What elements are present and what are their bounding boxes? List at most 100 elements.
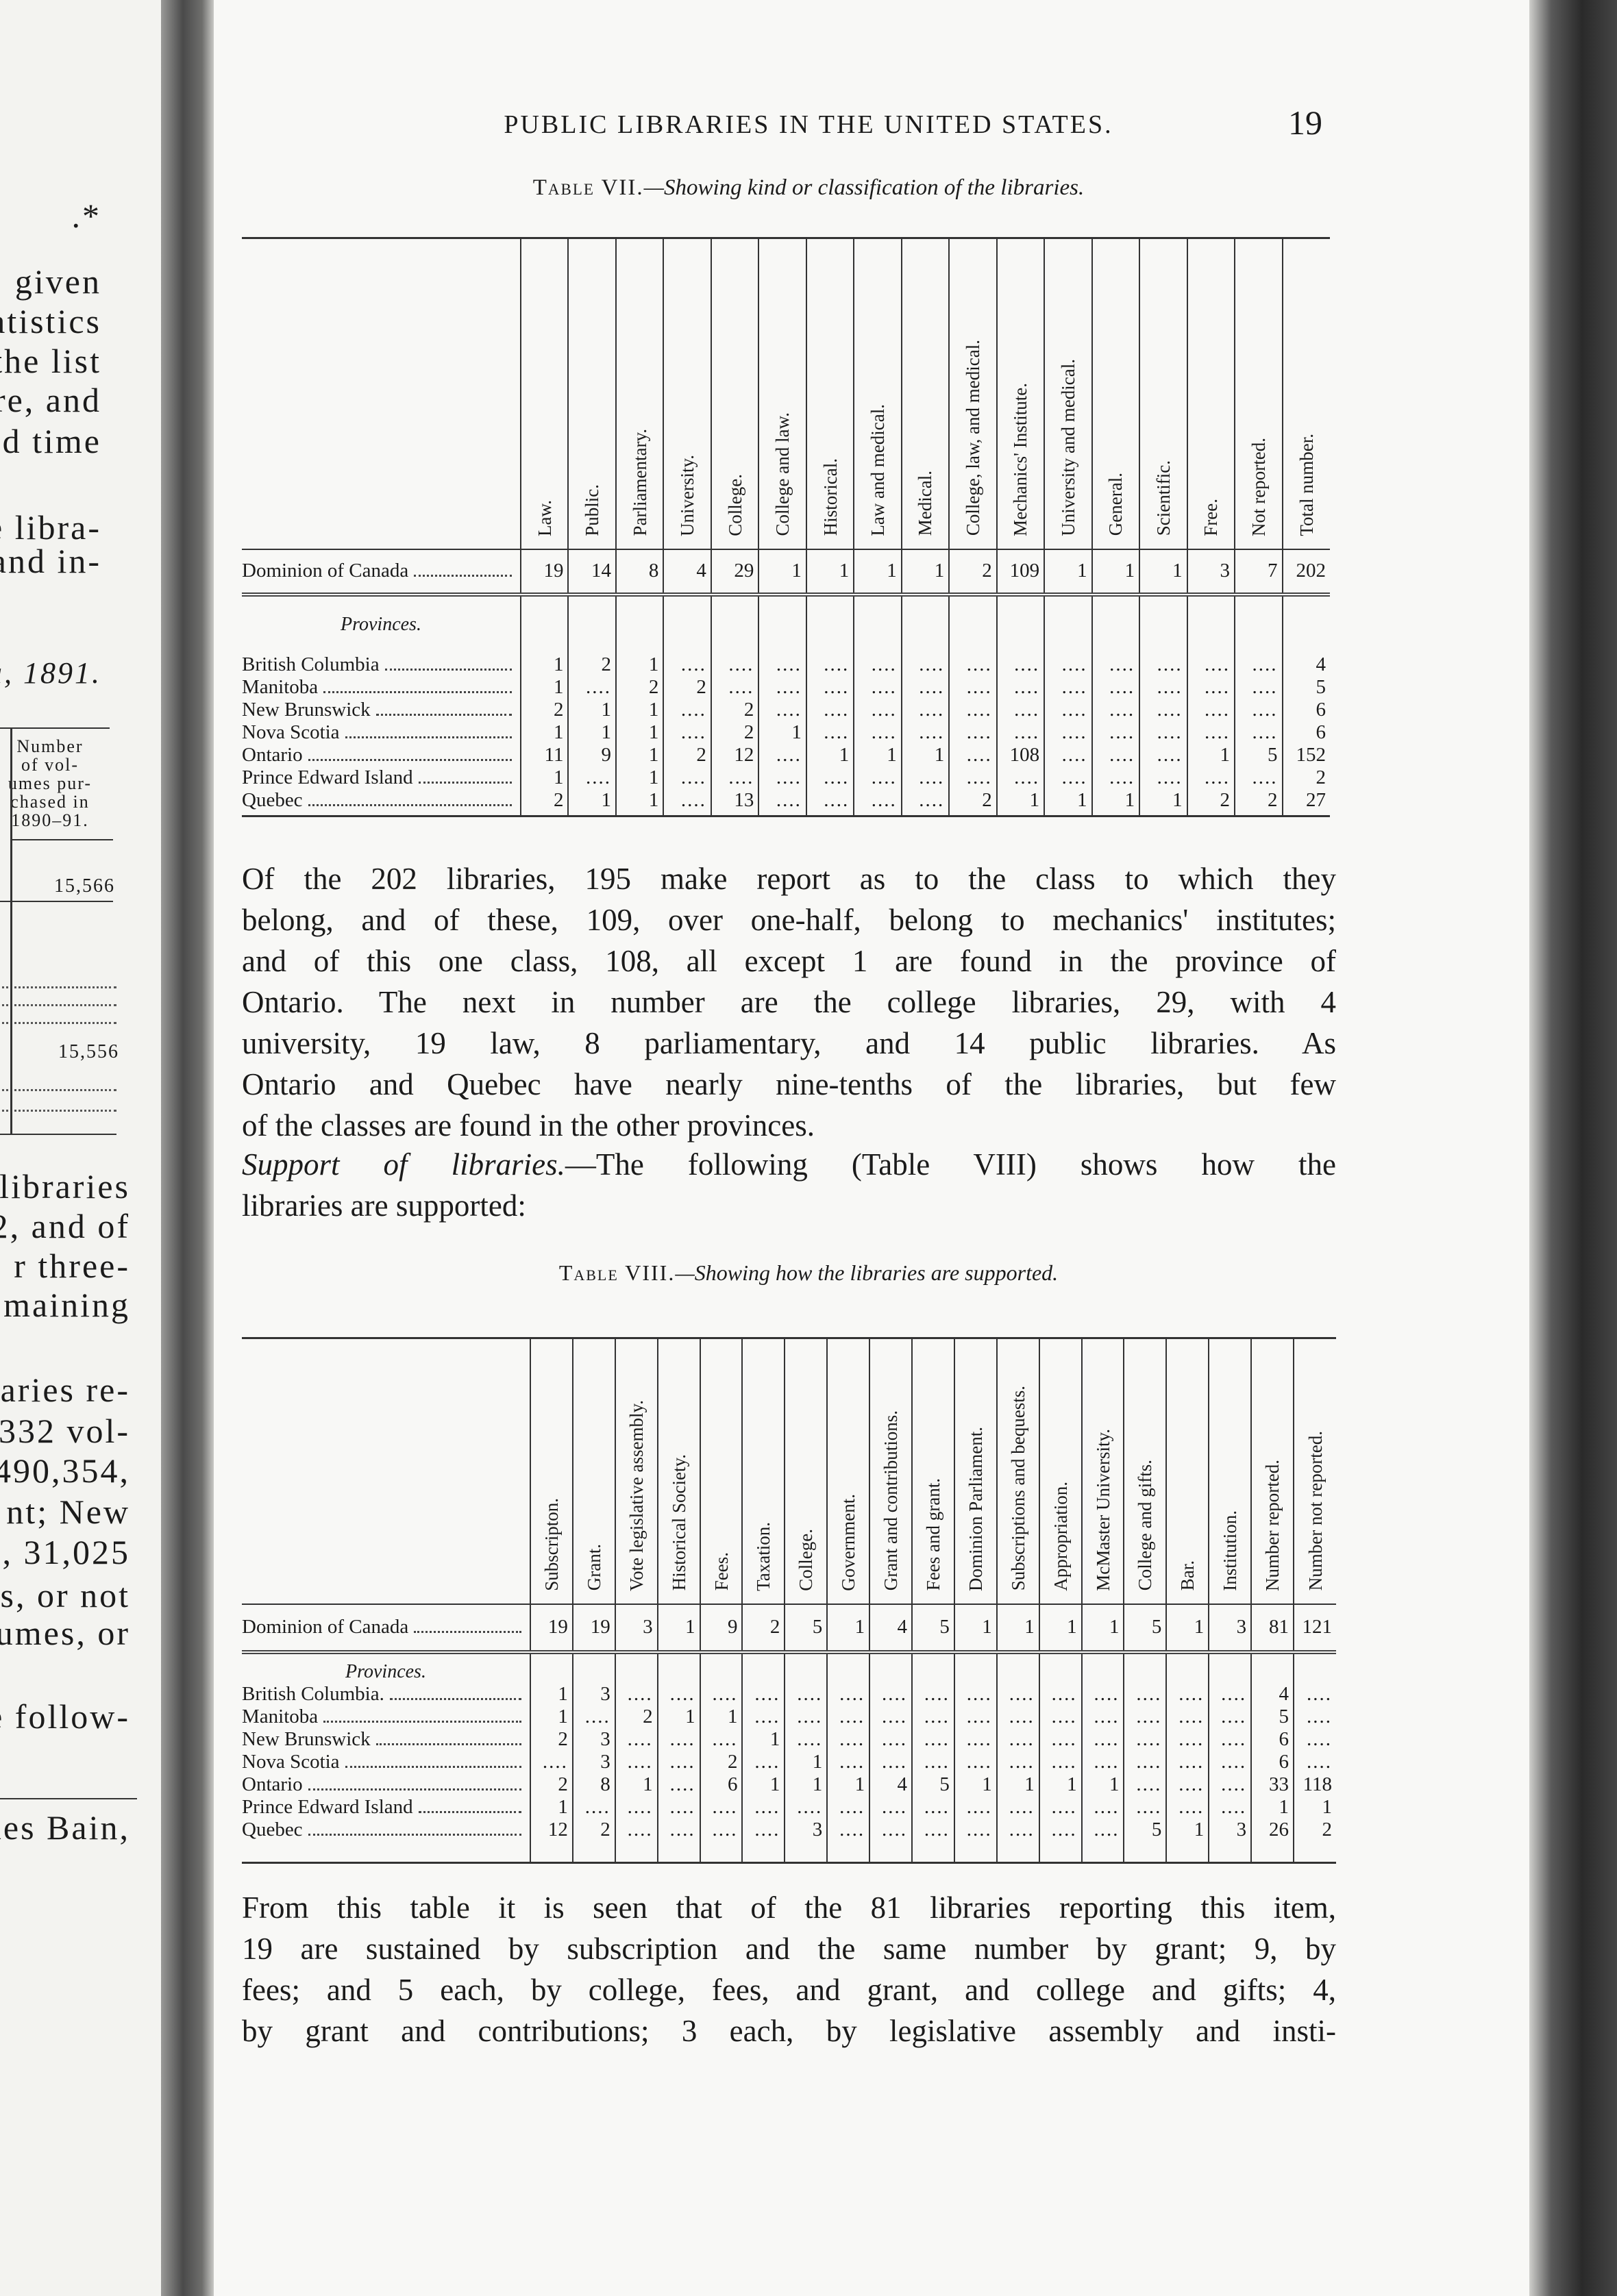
table-cell: 9 (567, 743, 616, 766)
table-cell-empty (826, 1818, 870, 1841)
table7-caption: Table VII.—Showing kind or classificatio… (0, 175, 1617, 201)
table-cell-empty (710, 675, 759, 699)
table-cell-blank (758, 811, 806, 817)
row-label: Manitoba (242, 676, 521, 699)
row-label: Manitoba (242, 1706, 530, 1728)
table-cell-blank (1081, 1840, 1124, 1864)
table-cell: 1 (615, 766, 664, 789)
table-cell-empty (1165, 1727, 1209, 1751)
column-header: Mechanics' Institute. (996, 237, 1045, 550)
facing-text-line: s, or not (0, 1576, 130, 1614)
table-cell-blank (699, 1840, 743, 1864)
table-cell: 4 (1250, 1682, 1294, 1706)
table-cell: 3 (1208, 1818, 1252, 1841)
footnote-rule (0, 1798, 137, 1799)
table-row: Quebec21113211112227 (242, 788, 1330, 812)
table-cell: 1 (900, 549, 950, 597)
table-cell-empty (1044, 766, 1092, 789)
table-cell-empty (948, 721, 997, 744)
table-cell-empty (1038, 1727, 1082, 1751)
table-cell: 5 (1281, 675, 1330, 699)
table-cell-empty (1038, 1750, 1082, 1773)
dot-leader (418, 1810, 521, 1813)
table-row: Quebec1223513262 (242, 1818, 1336, 1841)
table-cell: 5 (1250, 1705, 1294, 1728)
table-cell: 6 (1281, 698, 1330, 721)
table-cell-blank (1165, 1840, 1209, 1864)
table-cell-empty (1165, 1682, 1209, 1706)
table-cell: 3 (571, 1750, 615, 1773)
table-cell: 6 (699, 1773, 743, 1796)
paragraph-line: From this table it is seen that of the 8… (242, 1891, 1336, 1925)
column-header: Fees. (699, 1337, 743, 1605)
table-cell-empty (784, 1705, 828, 1728)
paragraph-line: university, 19 law, 8 parliamentary, and… (242, 1026, 1336, 1060)
table-cell: 2 (1186, 788, 1235, 812)
row-label-text: Quebec (242, 788, 303, 811)
table-cell-empty (1293, 1682, 1336, 1706)
row-label-text: Prince Edward Island (242, 1795, 413, 1818)
table-cell-blank (656, 1840, 700, 1864)
row-label: Quebec (242, 1819, 530, 1841)
table-cell-empty (614, 1682, 658, 1706)
table-cell-blank (741, 1651, 785, 1683)
table-cell: 1 (615, 653, 664, 676)
table-cell-blank (567, 594, 616, 653)
table-cell-empty (1091, 675, 1140, 699)
table-cell-empty (1165, 1773, 1209, 1796)
table-cell-empty (948, 743, 997, 766)
column-header: Total number. (1281, 237, 1330, 550)
table-cell: 12 (710, 743, 759, 766)
header-line: Number (16, 736, 84, 756)
table-cell-empty (869, 1727, 913, 1751)
row-label: British Columbia (242, 653, 521, 676)
table-cell-empty (1044, 743, 1092, 766)
column-header: Number not reported. (1293, 1337, 1336, 1605)
column-header-label: Historical Society. (668, 1454, 689, 1591)
row-label-text: Prince Edward Island (242, 766, 413, 788)
facing-ontario-value: 15,556 (58, 1041, 119, 1062)
table-cell-empty (953, 1818, 997, 1841)
row-label: Prince Edward Island (242, 766, 521, 789)
column-header: Law. (519, 237, 569, 550)
table-cell-blank (996, 594, 1045, 653)
table-cell: 14 (567, 549, 616, 597)
table-cell-blank (900, 594, 950, 653)
dot-leader (414, 575, 513, 577)
table-cell-empty (1081, 1818, 1124, 1841)
column-header: University and medical. (1044, 237, 1092, 550)
table-cell: 2 (663, 743, 711, 766)
table-cell: 5 (911, 1773, 954, 1796)
table-cell-empty (826, 1795, 870, 1819)
table-cell-empty (1123, 1773, 1167, 1796)
row-label-text: New Brunswick (242, 1727, 371, 1750)
table-cell-blank (242, 811, 521, 817)
table-cell: 1 (1044, 788, 1092, 812)
table-cell-empty (699, 1818, 743, 1841)
table-cell-empty (826, 1727, 870, 1751)
column-header: Parliamentary. (615, 237, 664, 550)
table-row: Manitoba 1 22 5 (242, 675, 1330, 699)
column-header-label: Grant. (583, 1544, 604, 1591)
table-cell-empty (1208, 1773, 1252, 1796)
table-cell-empty (911, 1818, 954, 1841)
table-cell-empty (900, 653, 950, 676)
dot-leader (418, 781, 512, 784)
table-cell-blank (805, 811, 854, 817)
table-cell-empty (805, 698, 854, 721)
table-cell-empty (1293, 1705, 1336, 1728)
table-cell-blank (1165, 1651, 1209, 1683)
column-header: Subscriptions and bequests. (996, 1337, 1039, 1605)
paragraph-support: Support of libraries.—The following (Tab… (242, 1144, 1336, 1226)
table-cell-blank (615, 594, 664, 653)
table-cell: 1 (853, 549, 902, 597)
table-row: Ontario119121211110815152 (242, 743, 1330, 766)
table-cell-empty (741, 1795, 785, 1819)
table-cell-blank (1234, 811, 1283, 817)
table-cell-empty (1091, 743, 1140, 766)
column-header-label: Law and medical. (867, 403, 889, 536)
table-row-total: Dominion of Canada 19 19 3 1 9 2 5 1 4 5 1 1 1 1 5 1 3 81 1… (242, 1604, 1336, 1654)
table-cell: 1 (758, 721, 806, 744)
dot-leader (414, 1631, 522, 1633)
table-cell: 1 (1091, 788, 1140, 812)
